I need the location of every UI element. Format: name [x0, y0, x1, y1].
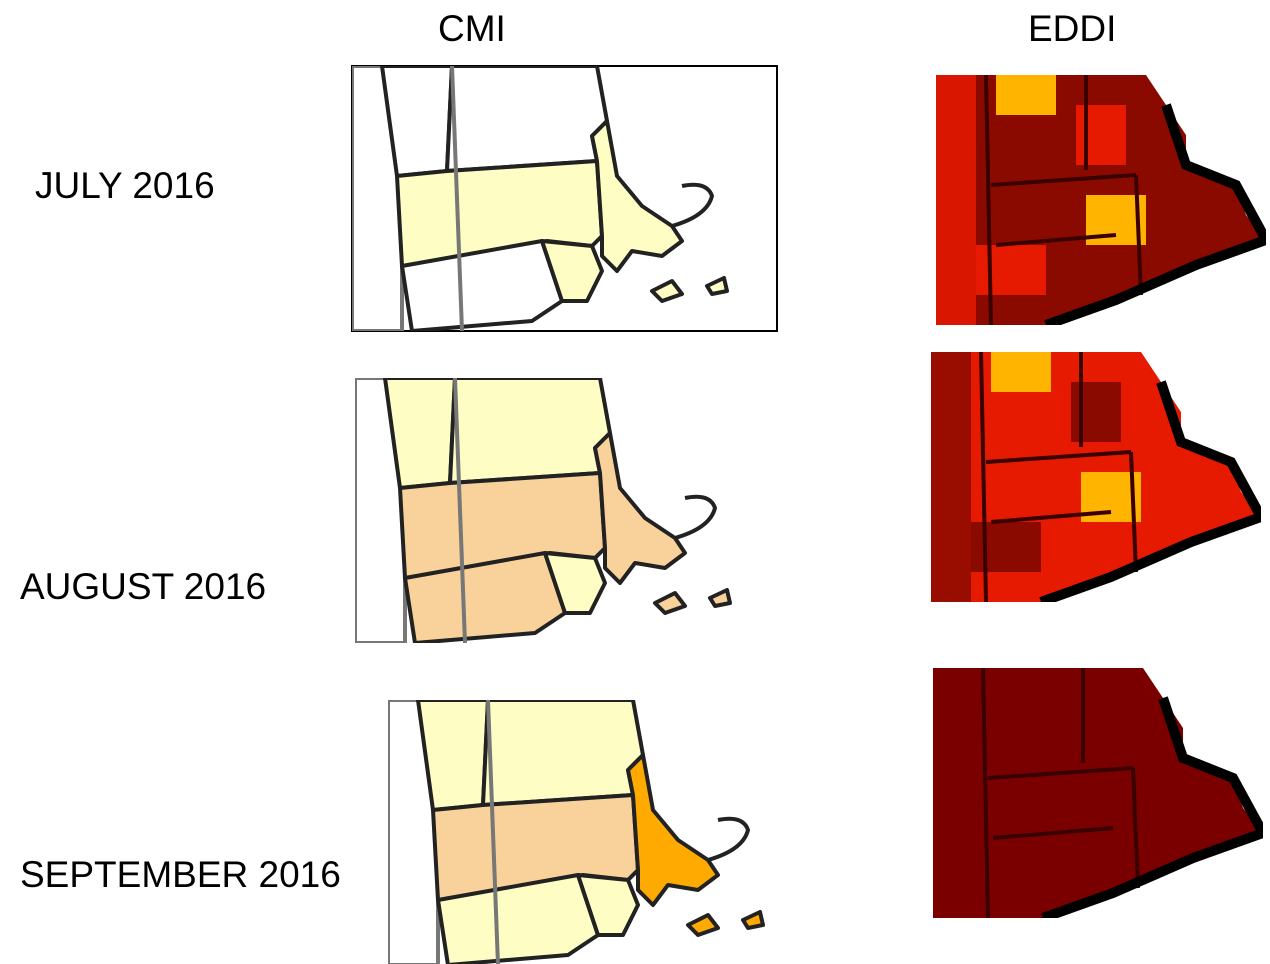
- cmi-map: [388, 700, 763, 964]
- maps: [0, 0, 1270, 964]
- eddi-map: [936, 75, 1266, 325]
- eddi-map: [931, 352, 1261, 602]
- cmi-map: [355, 378, 730, 643]
- figure: CMI EDDI JULY 2016 AUGUST 2016 SEPTEMBER…: [0, 0, 1270, 964]
- eddi-map: [933, 668, 1263, 918]
